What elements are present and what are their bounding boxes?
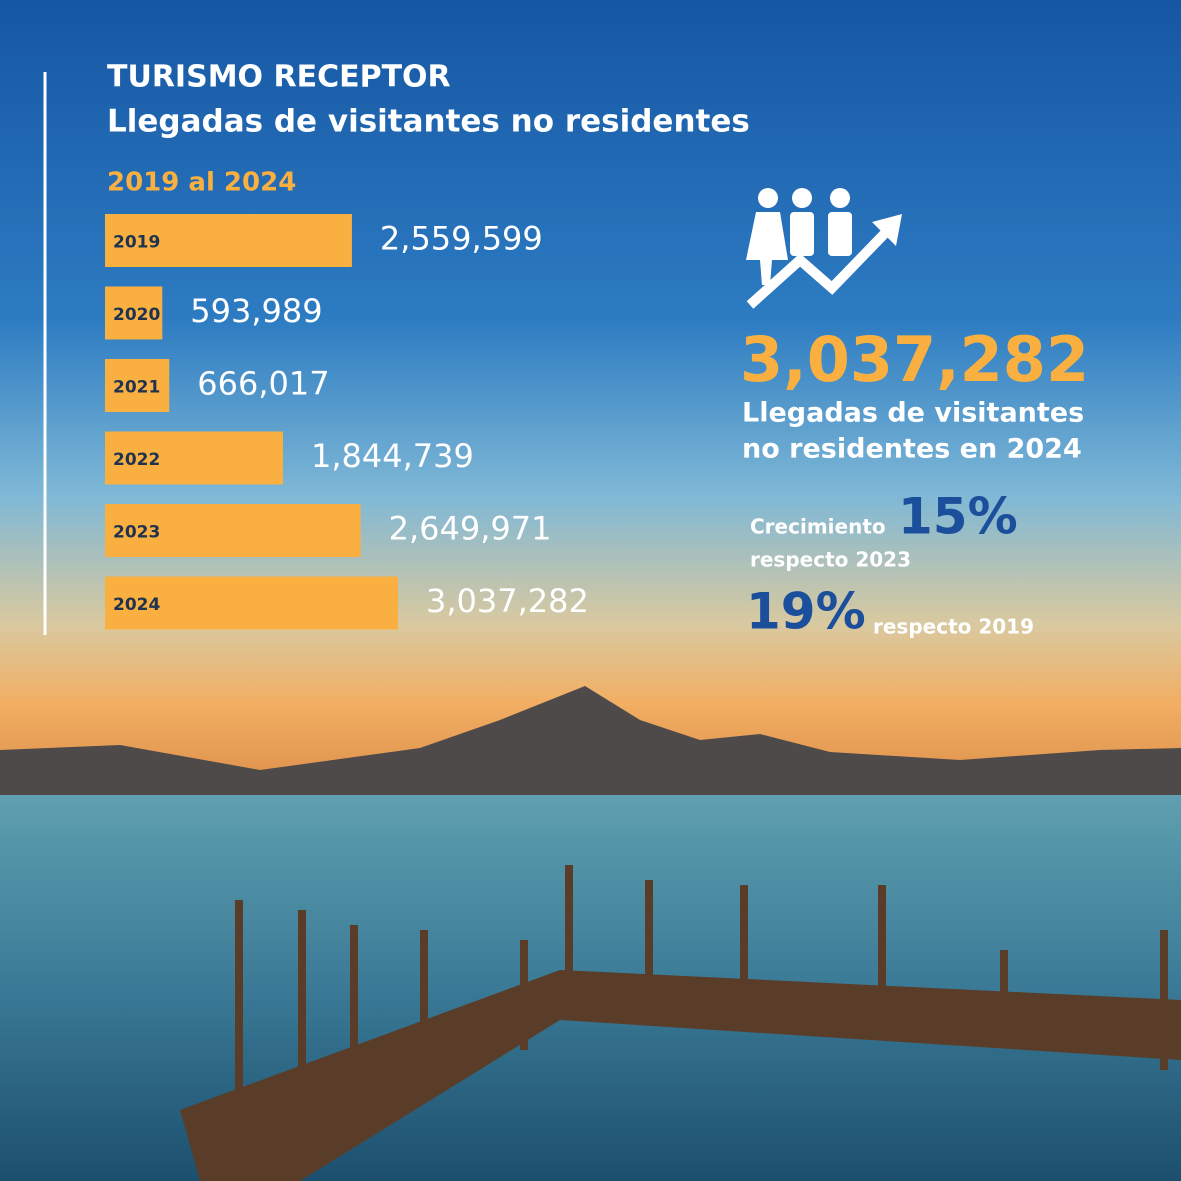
value-label: 1,844,739 <box>311 437 474 475</box>
category-label: 2023 <box>113 523 160 543</box>
value-label: 2,559,599 <box>380 220 543 258</box>
growth-prefix: Crecimiento <box>750 515 886 539</box>
value-label: 666,017 <box>197 365 329 403</box>
category-label: 2020 <box>113 305 160 325</box>
value-label: 593,989 <box>190 292 322 330</box>
caption-line: Llegadas de visitantes <box>742 398 1084 429</box>
period: 2019 al 2024 <box>107 168 296 198</box>
bar <box>105 286 163 340</box>
sky <box>0 0 1181 800</box>
title: TURISMO RECEPTOR <box>107 60 451 95</box>
value-label: 3,037,282 <box>426 582 589 620</box>
category-label: 2022 <box>113 450 160 470</box>
value-label: 2,649,971 <box>389 510 552 548</box>
category-label: 2024 <box>113 595 160 615</box>
volcano <box>0 686 1181 800</box>
growth-2023: 15% <box>898 488 1018 546</box>
bar <box>105 504 361 557</box>
bar <box>105 431 283 485</box>
category-label: 2021 <box>113 378 160 398</box>
bar-chart: 2019 2,559,599 2020 593,989 2021 666,017 2022 1… <box>105 214 589 630</box>
growth-2023-suffix: respecto 2023 <box>750 548 911 572</box>
people-icon <box>746 188 902 309</box>
growth-2019: 19% <box>746 583 866 641</box>
bar <box>105 214 352 267</box>
bar <box>105 359 170 412</box>
subtitle: Llegadas de visitantes no residentes <box>107 104 750 140</box>
bar <box>105 576 398 630</box>
growth-2019-suffix: respecto 2019 <box>873 615 1034 639</box>
pier <box>180 865 1181 1181</box>
caption-line: no residentes en 2024 <box>742 434 1082 465</box>
total: 3,037,282 <box>740 323 1089 396</box>
category-label: 2019 <box>113 233 160 253</box>
